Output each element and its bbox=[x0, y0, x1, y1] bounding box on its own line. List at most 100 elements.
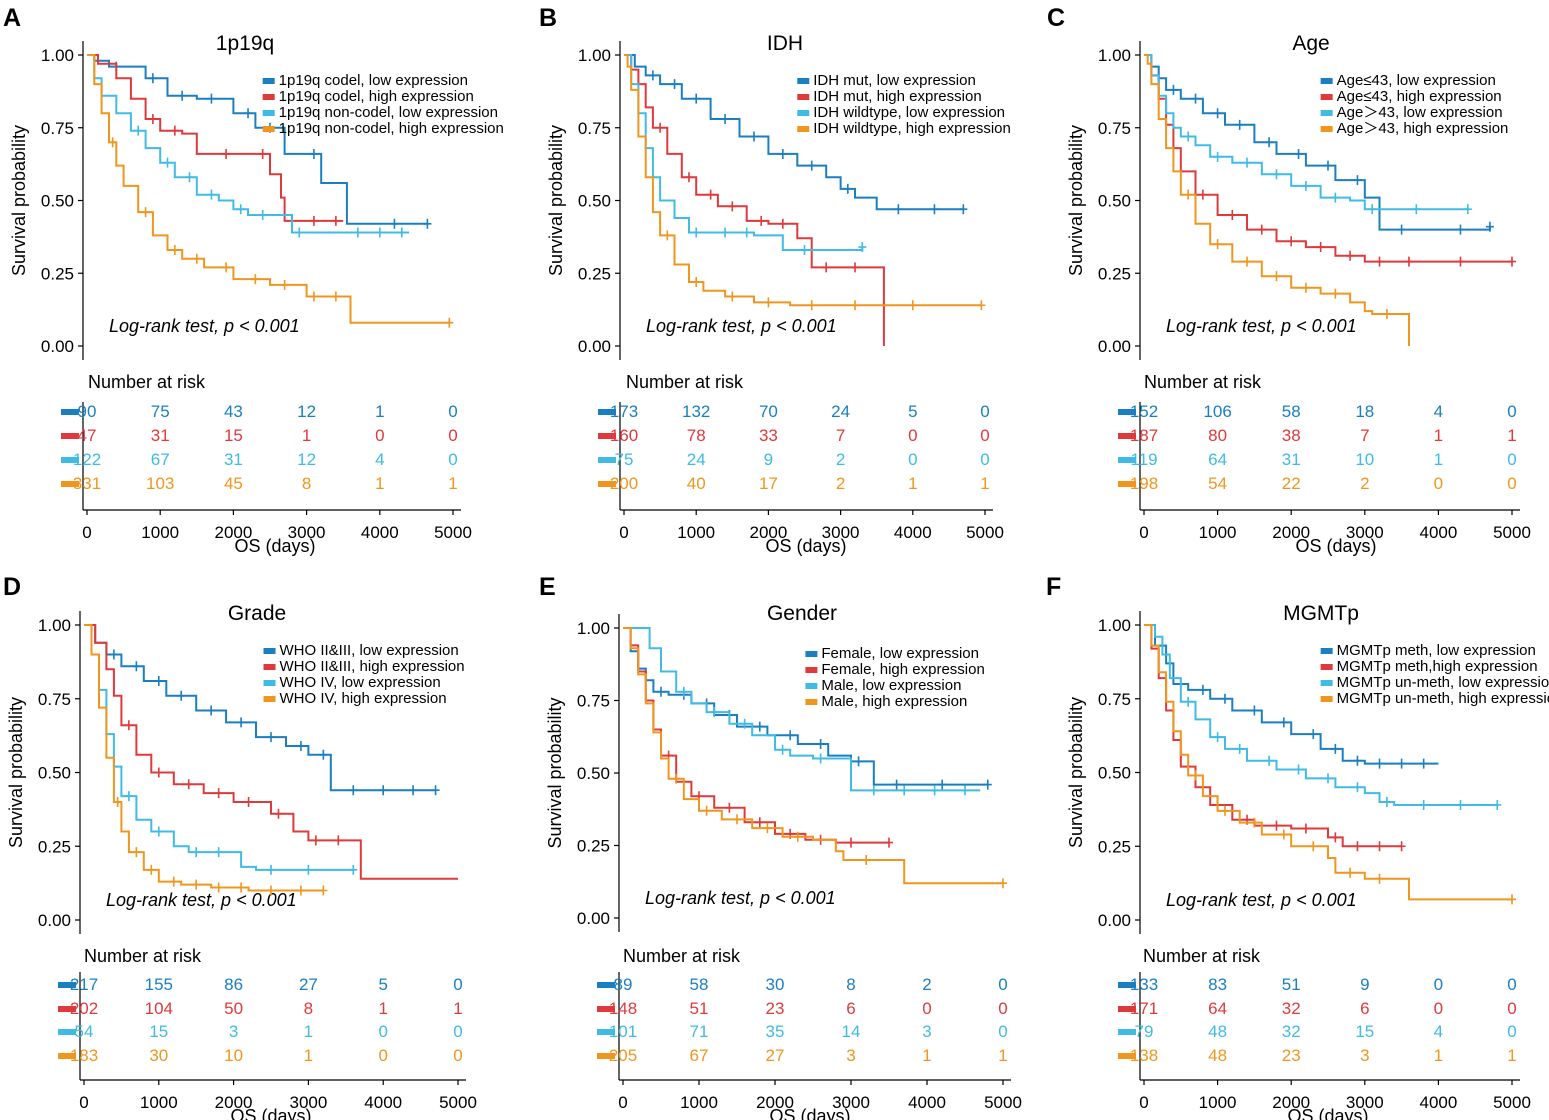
risk-row-swatch bbox=[598, 457, 616, 463]
censor-mark bbox=[1301, 282, 1310, 293]
panel-title: IDH bbox=[767, 32, 803, 55]
censor-mark bbox=[1346, 867, 1355, 878]
risk-count: 15 bbox=[1355, 1022, 1374, 1041]
risk-count: 0 bbox=[1507, 474, 1516, 493]
risk-count: 1 bbox=[375, 402, 384, 421]
censor-mark bbox=[148, 114, 157, 125]
km-panel-e: E Gender 0.00 0.25 0.50 0.75 1.00 Survival prob… bbox=[539, 573, 1022, 1120]
censor-mark bbox=[648, 70, 657, 81]
censor-mark bbox=[757, 215, 766, 226]
x-tick-label: 5000 bbox=[966, 523, 1004, 542]
risk-row-swatch bbox=[58, 1006, 76, 1012]
risk-count: 8 bbox=[304, 999, 313, 1018]
risk-count: 86 bbox=[224, 975, 243, 994]
censor-mark bbox=[108, 137, 117, 148]
censor-mark bbox=[214, 788, 223, 799]
legend-swatch bbox=[805, 683, 818, 689]
legend-swatch bbox=[797, 110, 810, 116]
y-tick-label: 0.25 bbox=[1098, 837, 1131, 856]
y-tick-label: 1.00 bbox=[577, 619, 610, 638]
panel-letter: A bbox=[3, 4, 21, 32]
censor-mark bbox=[1324, 160, 1332, 171]
panel-letter: E bbox=[539, 573, 556, 601]
risk-count: 103 bbox=[146, 474, 174, 493]
censor-mark bbox=[1301, 823, 1310, 834]
x-tick-label: 0 bbox=[619, 523, 628, 542]
censor-mark bbox=[134, 125, 143, 136]
risk-count: 83 bbox=[1208, 975, 1227, 994]
legend-swatch bbox=[797, 78, 810, 84]
risk-table-header: Number at risk bbox=[1144, 372, 1262, 392]
censor-mark bbox=[740, 718, 749, 729]
x-tick-label: 3000 bbox=[1346, 523, 1384, 542]
x-axis-label: OS (days) bbox=[1295, 536, 1376, 556]
censor-mark bbox=[670, 79, 679, 90]
risk-count: 0 bbox=[1434, 975, 1443, 994]
censor-mark bbox=[1353, 175, 1362, 186]
censor-mark bbox=[295, 227, 304, 238]
censor-mark bbox=[1309, 841, 1318, 852]
censor-mark bbox=[764, 297, 773, 308]
risk-count: 171 bbox=[1130, 999, 1158, 1018]
risk-count: 1 bbox=[448, 474, 457, 493]
censor-mark bbox=[892, 779, 901, 790]
censor-mark bbox=[1404, 256, 1413, 267]
censor-mark bbox=[319, 749, 328, 760]
censor-mark bbox=[148, 73, 157, 84]
censor-mark bbox=[977, 300, 986, 311]
risk-row-swatch bbox=[597, 1053, 615, 1059]
x-tick-label: 0 bbox=[1139, 523, 1148, 542]
censor-mark bbox=[1235, 119, 1244, 130]
censor-mark bbox=[1220, 693, 1229, 704]
y-tick-label: 1.00 bbox=[41, 46, 74, 65]
censor-mark bbox=[113, 797, 122, 807]
censor-mark bbox=[800, 244, 809, 255]
legend-swatch bbox=[1320, 648, 1333, 654]
censor-mark bbox=[1191, 770, 1200, 781]
censor-mark bbox=[1397, 841, 1406, 852]
censor-mark bbox=[207, 189, 216, 200]
censor-mark bbox=[755, 721, 764, 732]
risk-row-swatch bbox=[597, 982, 615, 988]
risk-count: 1 bbox=[908, 474, 917, 493]
y-tick-label: 1.00 bbox=[1098, 46, 1131, 65]
risk-count: 217 bbox=[70, 975, 98, 994]
logrank-label: Log-rank test, p < 0.001 bbox=[645, 888, 836, 908]
censor-mark bbox=[177, 690, 186, 701]
censor-mark bbox=[280, 279, 289, 290]
x-tick-label: 1000 bbox=[680, 1093, 718, 1112]
y-tick-label: 0.75 bbox=[1098, 119, 1131, 138]
x-tick-label: 2000 bbox=[749, 523, 787, 542]
risk-row-swatch bbox=[1118, 457, 1136, 463]
risk-count: 101 bbox=[609, 1022, 637, 1041]
y-tick-label: 0.75 bbox=[578, 119, 611, 138]
censor-mark bbox=[1375, 841, 1384, 852]
censor-mark bbox=[684, 172, 693, 183]
risk-count: 0 bbox=[908, 426, 917, 445]
risk-count: 1 bbox=[922, 1046, 931, 1065]
censor-mark bbox=[309, 291, 318, 302]
censor-mark bbox=[445, 317, 454, 328]
legend-swatch bbox=[262, 94, 275, 100]
x-axis-label: OS (days) bbox=[1287, 1106, 1368, 1120]
risk-count: 2 bbox=[1360, 474, 1369, 493]
censor-mark bbox=[1331, 288, 1340, 299]
censor-mark bbox=[749, 131, 758, 142]
panel-title: Grade bbox=[228, 602, 286, 625]
legend-swatch bbox=[1320, 78, 1333, 84]
y-tick-label: 0.75 bbox=[41, 119, 74, 138]
censor-mark bbox=[1346, 250, 1355, 261]
risk-count: 200 bbox=[610, 474, 638, 493]
censor-mark bbox=[431, 785, 440, 796]
censor-mark bbox=[267, 864, 275, 875]
x-tick-label: 3000 bbox=[1346, 1093, 1384, 1112]
x-tick-label: 5000 bbox=[1493, 523, 1531, 542]
risk-table-header: Number at risk bbox=[84, 946, 202, 966]
x-tick-label: 3000 bbox=[832, 1093, 870, 1112]
x-tick-label: 3000 bbox=[822, 523, 860, 542]
censor-mark bbox=[763, 823, 772, 834]
risk-count: 30 bbox=[766, 975, 785, 994]
censor-mark bbox=[885, 837, 893, 848]
risk-count: 90 bbox=[78, 402, 97, 421]
panel-letter: C bbox=[1047, 4, 1065, 32]
